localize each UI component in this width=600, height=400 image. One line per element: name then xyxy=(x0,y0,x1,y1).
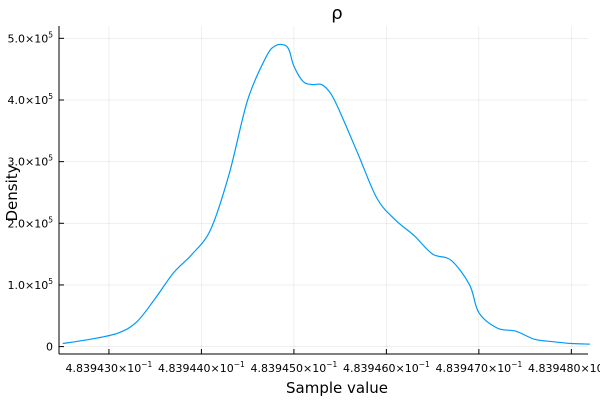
x-tick-mantissa: 4.839450×10 xyxy=(251,362,327,375)
y-tick-mantissa: 5.0×10 xyxy=(8,32,49,45)
x-tick-label: 4.839480×10−1 xyxy=(528,360,600,375)
x-tick-label: 4.839450×10−1 xyxy=(251,360,338,375)
x-tick-mantissa: 4.839430×10 xyxy=(66,362,142,375)
chart-title: ρ xyxy=(331,3,342,24)
x-tick-mantissa: 4.839460×10 xyxy=(343,362,419,375)
x-tick-label: 4.839470×10−1 xyxy=(435,360,522,375)
x-tick-label: 4.839440×10−1 xyxy=(158,360,245,375)
x-tick-exponent: −1 xyxy=(326,360,337,369)
tick-layer: 01.0×1052.0×1053.0×1054.0×1055.0×1054.83… xyxy=(8,30,600,375)
x-axis-label: Sample value xyxy=(286,379,388,397)
y-tick-exponent: 5 xyxy=(48,277,53,286)
y-tick-label: 2.0×105 xyxy=(8,215,54,230)
x-tick-mantissa: 4.839440×10 xyxy=(158,362,234,375)
y-tick-mantissa: 1.0×10 xyxy=(8,279,49,292)
x-tick-mantissa: 4.839480×10 xyxy=(528,362,600,375)
y-tick-label: 0 xyxy=(46,341,53,354)
x-tick-exponent: −1 xyxy=(234,360,245,369)
x-tick-label: 4.839460×10−1 xyxy=(343,360,430,375)
plot-axes-spine xyxy=(58,26,588,355)
y-tick-mantissa: 0 xyxy=(46,341,53,354)
y-tick-exponent: 5 xyxy=(48,215,53,224)
y-tick-label: 4.0×105 xyxy=(8,92,54,107)
y-tick-label: 5.0×105 xyxy=(8,30,54,45)
x-tick-exponent: −1 xyxy=(419,360,430,369)
x-tick-exponent: −1 xyxy=(141,360,152,369)
x-tick-label: 4.839430×10−1 xyxy=(66,360,153,375)
y-tick-mantissa: 3.0×10 xyxy=(8,156,49,169)
grid-layer xyxy=(59,26,588,354)
x-tick-mantissa: 4.839470×10 xyxy=(435,362,511,375)
y-tick-label: 1.0×105 xyxy=(8,277,54,292)
y-tick-exponent: 5 xyxy=(48,154,53,163)
x-tick-exponent: −1 xyxy=(511,360,522,369)
y-tick-mantissa: 2.0×10 xyxy=(8,217,49,230)
y-tick-exponent: 5 xyxy=(48,92,53,101)
series-line xyxy=(62,43,590,345)
y-tick-label: 3.0×105 xyxy=(8,154,54,169)
y-tick-mantissa: 4.0×10 xyxy=(8,94,49,107)
y-tick-exponent: 5 xyxy=(48,30,53,39)
y-axis-label: Density xyxy=(3,164,21,221)
